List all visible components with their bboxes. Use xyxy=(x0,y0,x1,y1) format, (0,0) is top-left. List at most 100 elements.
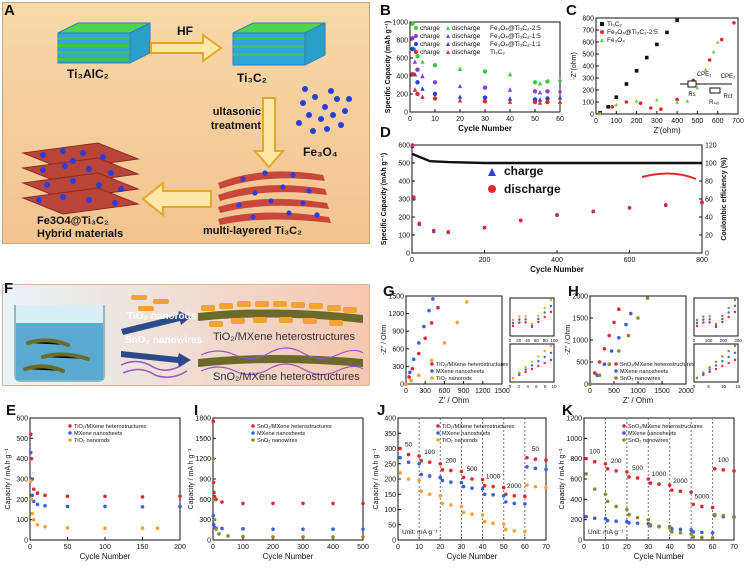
x-tick-label: 700 xyxy=(732,118,744,125)
data-point xyxy=(457,98,463,103)
inset-frame xyxy=(509,343,555,383)
data-point xyxy=(43,493,47,498)
data-point xyxy=(689,528,693,532)
data-point xyxy=(431,297,435,301)
rate-label: 2000 xyxy=(673,478,688,485)
data-point xyxy=(406,477,411,481)
y-tick-label: 500 xyxy=(582,52,594,59)
circuit-rct xyxy=(709,87,721,94)
data-point xyxy=(361,501,365,506)
data-point xyxy=(417,222,422,226)
data-point xyxy=(331,501,335,506)
data-point xyxy=(449,468,453,473)
data-point xyxy=(614,504,618,509)
inset-point xyxy=(530,364,534,367)
data-point xyxy=(419,489,424,494)
data-point xyxy=(597,373,602,378)
data-point xyxy=(410,46,415,52)
data-point xyxy=(178,504,182,509)
x-tick-label: 500 xyxy=(357,544,369,551)
data-point xyxy=(646,477,651,481)
y-tick-label: 300 xyxy=(582,76,594,83)
series-B-1 xyxy=(410,36,563,95)
series-D-0 xyxy=(410,145,704,235)
inset-point xyxy=(530,325,534,329)
data-point xyxy=(625,470,629,474)
legend-series: SnO₂/MXene heterostructures xyxy=(620,362,695,368)
data-point xyxy=(584,514,588,519)
plot-frame xyxy=(409,21,561,113)
legend-series: TiO₂ nanorods xyxy=(442,438,478,444)
data-point xyxy=(523,502,527,506)
data-point xyxy=(588,382,592,386)
legend-marker xyxy=(614,376,618,380)
data-point xyxy=(43,504,47,508)
legend-marker xyxy=(68,424,72,428)
inset-point xyxy=(530,367,534,371)
data-point xyxy=(419,472,424,477)
data-point xyxy=(427,308,431,313)
x-tick-label: 0 xyxy=(404,388,408,395)
inset-tick-label: 0 xyxy=(509,384,512,389)
data-point xyxy=(584,472,588,476)
data-point xyxy=(532,99,538,105)
data-point xyxy=(678,531,683,535)
x-tick-label: 60 xyxy=(556,116,564,123)
data-point xyxy=(432,91,438,97)
data-point xyxy=(410,21,415,26)
legend-marker xyxy=(600,30,604,34)
inset-frame xyxy=(693,343,739,383)
inset-point xyxy=(721,317,724,321)
data-point xyxy=(412,197,416,201)
x-tick-label: 500 xyxy=(608,388,620,395)
data-point xyxy=(507,99,513,104)
inset-1: 0 5 10 15 xyxy=(693,343,741,389)
data-point xyxy=(555,213,559,217)
rate-label: 1000 xyxy=(486,474,501,481)
inset-point xyxy=(518,315,521,318)
inset-point xyxy=(708,368,711,371)
data-point xyxy=(710,531,715,535)
legend-marker xyxy=(414,34,418,38)
inset-tick-label: 60 xyxy=(534,338,540,343)
legend-series: TiO₂/MXene heterostructures xyxy=(442,424,514,430)
y-tick-label: 150 xyxy=(384,492,396,499)
y2-axis-label: Coulombic efficiency (%) xyxy=(721,157,728,240)
series-J-0 xyxy=(398,446,548,499)
x-tick-label: 10 xyxy=(431,116,439,123)
assembly-arrow xyxy=(141,180,212,218)
data-point xyxy=(417,373,421,378)
x-tick-label: 0 xyxy=(410,257,414,264)
data-point xyxy=(140,505,145,509)
legend-marker xyxy=(251,424,255,428)
data-point xyxy=(605,499,610,504)
inset-point xyxy=(727,361,730,365)
etched-stack xyxy=(232,22,326,66)
inset-point xyxy=(721,355,724,358)
inset-point xyxy=(543,315,546,319)
x-axis-label: Cycle Number xyxy=(634,552,685,561)
legend-series: MXene nanosheets xyxy=(257,431,305,437)
data-point xyxy=(241,534,245,539)
legend-marker xyxy=(436,424,440,428)
legend-marker xyxy=(446,34,450,38)
y-tick-label: 500 xyxy=(16,436,28,443)
data-point xyxy=(544,458,548,462)
x-tick-label: 50 xyxy=(687,544,695,551)
data-point xyxy=(29,497,34,502)
x-tick-label: 0 xyxy=(594,118,598,125)
legend-marker xyxy=(622,431,626,435)
inset-point xyxy=(524,315,527,318)
data-point xyxy=(211,456,216,461)
y-axis-label: Capacity / mA h g⁻¹ xyxy=(188,448,195,510)
data-point xyxy=(525,455,529,460)
legend-series: TiO₂ nanorods xyxy=(74,438,110,444)
y-tick-label: 600 xyxy=(398,143,410,150)
data-point xyxy=(501,522,506,526)
data-point xyxy=(412,59,418,64)
data-point xyxy=(429,358,434,363)
legend-marker xyxy=(488,168,496,176)
panel-label-i: I xyxy=(194,402,199,419)
data-point xyxy=(627,520,631,525)
data-point xyxy=(482,226,487,230)
